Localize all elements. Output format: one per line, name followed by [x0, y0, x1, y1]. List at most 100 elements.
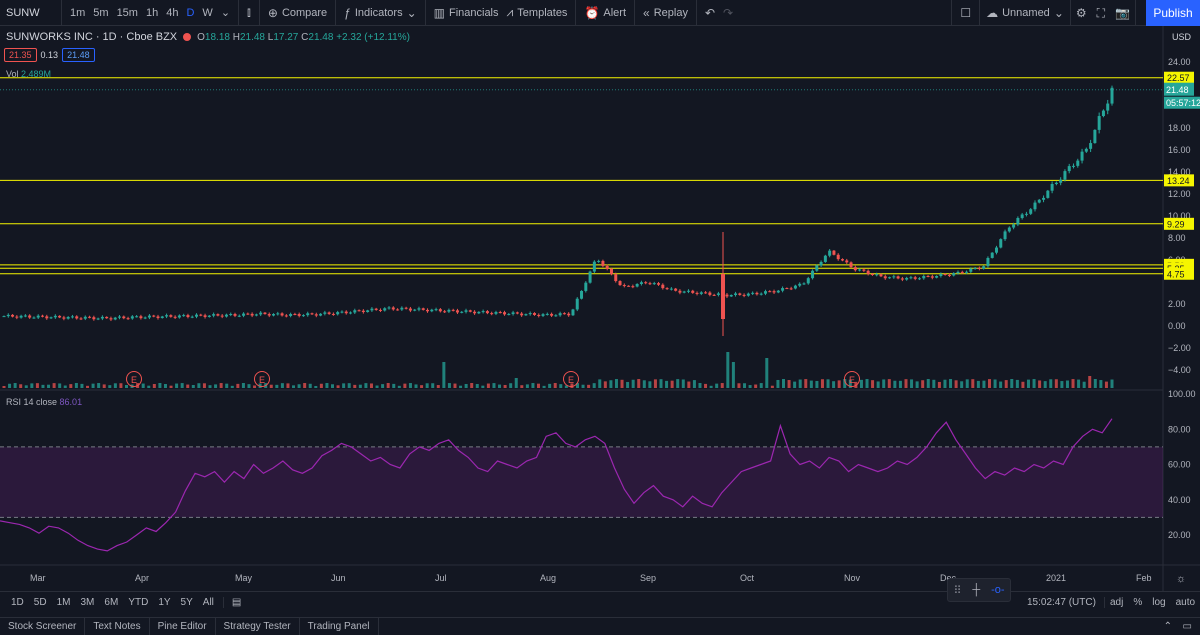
- interval-w[interactable]: W: [202, 6, 213, 19]
- axis-settings-icon: ☼: [1176, 573, 1186, 585]
- panel-tab-pine-editor[interactable]: Pine Editor: [150, 617, 216, 635]
- earnings-marker-label: E: [131, 375, 137, 385]
- interval-4h[interactable]: 4h: [166, 6, 179, 19]
- range-1m[interactable]: 1M: [56, 597, 71, 608]
- range-5d[interactable]: 5D: [33, 597, 47, 608]
- collapse-panel-icon[interactable]: ⌃: [1163, 621, 1172, 632]
- range-6m[interactable]: 6M: [104, 597, 119, 608]
- symbol-legend: SUNWORKS INC · 1D · Cboe BZX O18.18 H21.…: [6, 31, 410, 43]
- volume-bar: [1060, 381, 1064, 388]
- indicators-button[interactable]: ƒ Indicators ⌄: [340, 0, 420, 26]
- symbol-name[interactable]: SUNWORKS INC · 1D · Cboe BZX: [6, 31, 178, 43]
- candle-body: [798, 283, 802, 286]
- chart-area[interactable]: 24.0018.0016.0014.0012.0010.008.006.002.…: [0, 26, 1200, 591]
- volume-bar: [375, 385, 379, 388]
- volume-bar: [603, 381, 607, 388]
- range-5y[interactable]: 5Y: [180, 597, 193, 608]
- redo-button[interactable]: ↷: [719, 0, 737, 26]
- candles-icon[interactable]: ⫾: [247, 5, 251, 19]
- panel-tab-strategy-tester[interactable]: Strategy Tester: [216, 617, 300, 635]
- publish-button[interactable]: Publish: [1146, 0, 1200, 26]
- candle-body: [96, 318, 100, 320]
- interval-dropdown-icon[interactable]: ⌄: [220, 7, 231, 19]
- rsi-legend[interactable]: RSI 14 close 86.01: [6, 397, 82, 407]
- volume-bar: [692, 380, 696, 388]
- volume-bar: [2, 386, 6, 388]
- alert-button[interactable]: ⏰ Alert: [580, 0, 630, 26]
- candle-body: [130, 316, 134, 319]
- range-1d[interactable]: 1D: [11, 597, 24, 608]
- range-3m[interactable]: 3M: [80, 597, 95, 608]
- change-value: +2.32 (+12.11%): [336, 31, 410, 43]
- candle-body: [528, 313, 532, 315]
- candle-body: [289, 313, 293, 316]
- interval-5m[interactable]: 5m: [93, 6, 109, 19]
- volume-legend[interactable]: Vol 2.489M: [6, 69, 51, 79]
- bid-price[interactable]: 21.35: [4, 48, 37, 62]
- interval-15m[interactable]: 15m: [116, 6, 138, 19]
- earnings-marker-label: E: [849, 375, 855, 385]
- volume-bar: [737, 383, 741, 388]
- templates-button[interactable]: ⩘ Templates: [503, 0, 572, 26]
- layout-toggle-button[interactable]: ☐: [951, 0, 979, 26]
- candle-body: [571, 309, 575, 316]
- volume-bar: [292, 385, 296, 388]
- time-axis-label: May: [235, 573, 253, 583]
- line-tool-icon[interactable]: -o-: [991, 584, 1005, 596]
- fullscreen-button[interactable]: ⛶: [1092, 0, 1110, 26]
- volume-bar: [1093, 379, 1097, 388]
- scale-option-percent[interactable]: %: [1133, 597, 1143, 608]
- scale-option-adj[interactable]: adj: [1110, 597, 1124, 608]
- panel-tabs: Stock Screener Text Notes Pine Editor Strat…: [0, 617, 379, 635]
- price-chart[interactable]: 24.0018.0016.0014.0012.0010.008.006.002.…: [0, 26, 1200, 591]
- volume-bar: [503, 384, 507, 388]
- volume-bar: [158, 383, 162, 388]
- volume-bar: [748, 385, 752, 388]
- candle-body: [584, 282, 588, 291]
- layout-name-button[interactable]: ☁ Unnamed ⌄: [979, 0, 1070, 26]
- range-1y[interactable]: 1Y: [158, 597, 171, 608]
- interval-1m[interactable]: 1m: [70, 6, 86, 19]
- interval-d[interactable]: D: [186, 6, 195, 19]
- candle-body: [926, 276, 930, 278]
- candle-body: [195, 314, 199, 317]
- panel-tab-text-notes[interactable]: Text Notes: [85, 617, 150, 635]
- panel-tab-stock-screener[interactable]: Stock Screener: [0, 617, 86, 635]
- settings-button[interactable]: ⚙: [1069, 0, 1092, 26]
- candle-body: [212, 314, 216, 316]
- candle-body: [113, 317, 117, 320]
- volume-bar: [637, 379, 641, 388]
- candle-body: [601, 260, 605, 266]
- volume-bar: [960, 381, 964, 388]
- replay-button[interactable]: «Replay: [639, 0, 692, 26]
- ask-price[interactable]: 21.48: [62, 48, 95, 62]
- volume-bar: [848, 379, 852, 388]
- candle-body: [477, 311, 481, 314]
- scale-option-log[interactable]: log: [1152, 597, 1166, 608]
- range-ytd[interactable]: YTD: [128, 597, 149, 608]
- panel-tab-trading-panel[interactable]: Trading Panel: [300, 617, 379, 635]
- symbol-search[interactable]: SUNW: [0, 0, 62, 26]
- candle-body: [15, 316, 19, 318]
- utc-clock[interactable]: 15:02:47 (UTC): [1027, 597, 1096, 608]
- goto-date-button[interactable]: ▤: [222, 597, 246, 608]
- candle-body: [669, 288, 673, 290]
- volume-bar: [414, 384, 418, 388]
- crosshair-icon[interactable]: ┼: [972, 584, 981, 596]
- maximize-panel-icon[interactable]: ▭: [1182, 621, 1192, 632]
- range-all[interactable]: All: [202, 597, 214, 608]
- candle-body: [605, 265, 609, 269]
- candle-body: [759, 293, 763, 295]
- snapshot-button[interactable]: 📷: [1110, 0, 1136, 26]
- compare-button[interactable]: ⊕ Compare: [264, 0, 331, 26]
- candle-body: [725, 294, 729, 297]
- candle-body: [965, 271, 969, 273]
- undo-button[interactable]: ↶: [701, 0, 719, 26]
- price-tick-label: 10.00: [1168, 211, 1191, 221]
- scale-option-auto[interactable]: auto: [1175, 597, 1196, 608]
- financials-button[interactable]: ▥ Financials: [430, 0, 503, 26]
- open-value: 18.18: [204, 31, 230, 43]
- drag-handle-icon[interactable]: ⠿: [953, 584, 962, 597]
- candle-body: [823, 255, 827, 262]
- interval-1h[interactable]: 1h: [145, 6, 159, 19]
